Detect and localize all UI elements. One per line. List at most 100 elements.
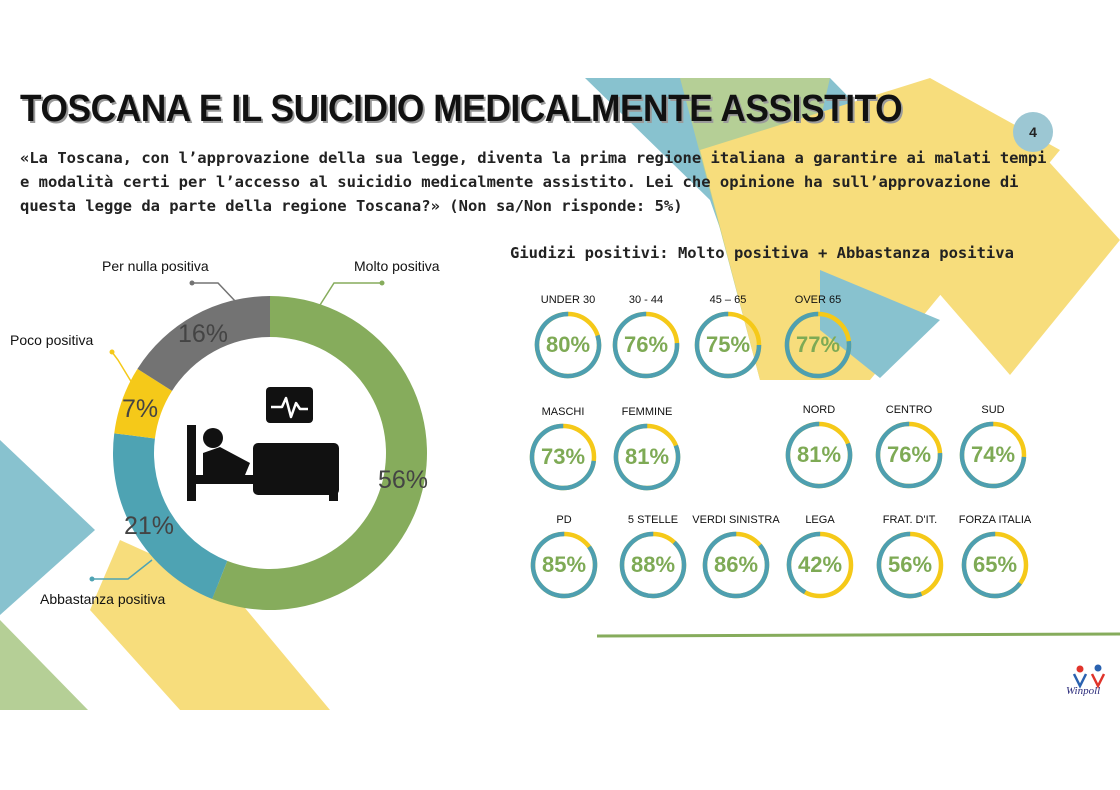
donut-value-label: 56% [378, 466, 429, 494]
gauge-value: 80% [545, 332, 591, 357]
pulse-line [271, 396, 308, 419]
gauge-value-arc [694, 311, 762, 379]
gauge-value: 65% [972, 552, 1018, 577]
patient-head [203, 428, 223, 448]
gauge: SUD 74% [943, 404, 1043, 494]
gauge-ring [612, 311, 680, 379]
gauge-ring [534, 311, 602, 379]
question-note: (Non sa/Non risponde: 5%) [449, 197, 683, 215]
gauge-value-arc [612, 311, 680, 379]
gauge: NORD 81% [769, 404, 869, 494]
gauge-label: 5 STELLE [627, 514, 679, 526]
bed-base [187, 475, 253, 484]
gauge-value: 81% [624, 444, 670, 469]
gauge-ring [702, 531, 770, 599]
logo-text: Winpoll [1066, 685, 1100, 696]
gauge-ring [959, 421, 1027, 489]
winpoll-logo: Winpoll [1066, 664, 1106, 696]
deco-shape [0, 440, 95, 615]
gauge-label: FEMMINE [621, 406, 673, 418]
donut-value-label: 16% [178, 320, 229, 348]
leader-dot-poco [109, 349, 115, 355]
gauge-label: NORD [802, 404, 836, 416]
gauge-label: PD [556, 514, 572, 526]
gauge-label: OVER 65 [794, 294, 842, 306]
gauge-ring [530, 531, 598, 599]
leader-dot-abbastanza [89, 576, 95, 582]
gauge: FRAT. D'IT. 56% [860, 514, 960, 604]
gauge: CENTRO 76% [859, 404, 959, 494]
gauge-value: 76% [886, 442, 932, 467]
gauge-value-arc [786, 531, 854, 599]
leader-dot-molto [379, 280, 385, 286]
gauge-ring [786, 531, 854, 599]
deco-shape [0, 620, 88, 710]
deco-shape [700, 78, 1060, 380]
gauge-ring [785, 421, 853, 489]
gauge-label: LEGA [805, 514, 835, 526]
donut-category-label: Poco positiva [10, 332, 94, 348]
donut-slice-molto [212, 296, 427, 610]
gauge-label: 45 – 65 [709, 294, 747, 306]
deco-shape [90, 540, 330, 710]
gauge-label: SUD [981, 404, 1005, 416]
gauge-value: 75% [705, 332, 751, 357]
gauge: OVER 65 77% [768, 294, 868, 384]
gauge-value: 86% [713, 552, 759, 577]
gauge-ring [875, 421, 943, 489]
gauge-label: UNDER 30 [540, 294, 596, 306]
leader-line-poco [111, 351, 133, 384]
question-text: «La Toscana, con l’approvazione della su… [20, 149, 1047, 215]
donut-category-label: Abbastanza positiva [40, 591, 166, 607]
donut-slice-abbastanza [113, 433, 228, 599]
patient-body [203, 447, 250, 475]
gauge-label: VERDI SINISTRA [692, 514, 780, 526]
donut-chart [89, 280, 427, 610]
bed-leg [329, 485, 338, 501]
donut-value-label: 7% [122, 395, 159, 423]
gauges-title: Giudizi positivi: Molto positiva + Abbas… [510, 244, 1014, 262]
page-title: TOSCANA E IL SUICIDIO MEDICALMENTE ASSIS… [20, 88, 903, 130]
mattress [253, 443, 339, 495]
gauge-value: 85% [541, 552, 587, 577]
gauge: FEMMINE 81% [597, 406, 697, 496]
gauge-ring [619, 531, 687, 599]
gauge-value-arc [875, 421, 943, 489]
gauge-label: CENTRO [885, 404, 933, 416]
gauge-value-arc [530, 531, 598, 599]
gauge-ring [784, 311, 852, 379]
donut-slice-nulla [137, 296, 270, 391]
gauge-value: 74% [970, 442, 1016, 467]
survey-question: «La Toscana, con l’approvazione della su… [20, 146, 1050, 218]
donut-category-label: Molto positiva [354, 258, 440, 274]
leader-line-abbastanza [92, 559, 153, 580]
gauge-value: 73% [540, 444, 586, 469]
deco-shape [910, 130, 1120, 375]
separator-line [596, 632, 1120, 638]
donut-slice-poco [114, 368, 173, 439]
gauge-label: FRAT. D'IT. [882, 514, 938, 526]
donut-category-label: Per nulla positiva [102, 258, 209, 274]
leader-line-molto [319, 282, 382, 306]
gauge: MASCHI 73% [513, 406, 613, 496]
gauge-label: 30 - 44 [628, 294, 664, 306]
gauge: 5 STELLE 88% [603, 514, 703, 604]
gauge-value: 81% [796, 442, 842, 467]
gauge-label: MASCHI [541, 406, 585, 418]
gauge-ring [613, 423, 681, 491]
gauge-ring [529, 423, 597, 491]
gauge: FORZA ITALIA 65% [945, 514, 1045, 604]
gauge-value: 88% [630, 552, 676, 577]
gauge: PD 85% [514, 514, 614, 604]
gauge: 30 - 44 76% [596, 294, 696, 384]
bed-patient-icon [187, 387, 339, 501]
gauge: UNDER 30 80% [518, 294, 618, 384]
gauge-value: 56% [887, 552, 933, 577]
gauge-value-arc [702, 531, 770, 599]
heart-monitor-icon [266, 387, 313, 423]
gauge: LEGA 42% [770, 514, 870, 604]
bed-frame [187, 425, 196, 501]
gauge-value: 42% [797, 552, 843, 577]
donut-value-label: 21% [124, 512, 175, 540]
